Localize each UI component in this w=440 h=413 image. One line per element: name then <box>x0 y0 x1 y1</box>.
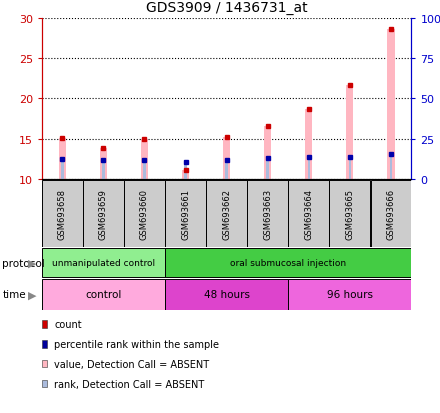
FancyBboxPatch shape <box>42 180 83 247</box>
FancyBboxPatch shape <box>288 180 329 247</box>
Text: GSM693665: GSM693665 <box>345 188 354 239</box>
Text: GSM693660: GSM693660 <box>140 188 149 239</box>
Bar <box>102 160 105 180</box>
Bar <box>264 126 271 180</box>
Text: GSM693666: GSM693666 <box>386 188 396 239</box>
Bar <box>141 140 148 180</box>
FancyBboxPatch shape <box>165 249 411 278</box>
Text: GSM693662: GSM693662 <box>222 188 231 239</box>
Text: 48 hours: 48 hours <box>204 290 249 300</box>
Bar <box>143 160 146 180</box>
Bar <box>387 30 395 180</box>
Bar <box>223 138 230 180</box>
Text: ▶: ▶ <box>28 258 37 268</box>
Text: rank, Detection Call = ABSENT: rank, Detection Call = ABSENT <box>54 379 204 389</box>
FancyBboxPatch shape <box>247 180 288 247</box>
Text: GSM693659: GSM693659 <box>99 188 108 239</box>
FancyBboxPatch shape <box>124 180 165 247</box>
Bar <box>184 163 187 180</box>
Text: control: control <box>85 290 121 300</box>
Bar <box>346 85 353 180</box>
Text: GSM693661: GSM693661 <box>181 188 190 239</box>
Text: GSM693658: GSM693658 <box>58 188 67 239</box>
Text: percentile rank within the sample: percentile rank within the sample <box>54 339 219 349</box>
Text: ▶: ▶ <box>28 290 37 299</box>
Text: protocol: protocol <box>2 258 45 268</box>
FancyBboxPatch shape <box>330 180 370 247</box>
FancyBboxPatch shape <box>165 280 288 310</box>
Text: 96 hours: 96 hours <box>327 290 373 300</box>
FancyBboxPatch shape <box>42 249 165 278</box>
Text: unmanipulated control: unmanipulated control <box>52 259 155 268</box>
Bar <box>61 160 63 180</box>
Text: value, Detection Call = ABSENT: value, Detection Call = ABSENT <box>54 359 209 369</box>
Bar <box>100 149 107 180</box>
FancyBboxPatch shape <box>288 280 411 310</box>
FancyBboxPatch shape <box>370 180 411 247</box>
Text: GSM693664: GSM693664 <box>304 188 313 239</box>
FancyBboxPatch shape <box>165 180 206 247</box>
Bar <box>182 171 189 180</box>
Bar <box>308 158 310 180</box>
Text: oral submucosal injection: oral submucosal injection <box>230 259 346 268</box>
Bar <box>59 139 66 180</box>
Bar <box>267 159 269 180</box>
Bar <box>305 109 312 180</box>
Bar <box>225 160 228 180</box>
FancyBboxPatch shape <box>83 180 124 247</box>
Bar <box>390 154 392 180</box>
Title: GDS3909 / 1436731_at: GDS3909 / 1436731_at <box>146 1 308 15</box>
Text: count: count <box>54 319 82 329</box>
Bar <box>348 157 351 180</box>
FancyBboxPatch shape <box>206 180 247 247</box>
Text: time: time <box>2 290 26 299</box>
Text: GSM693663: GSM693663 <box>263 188 272 239</box>
FancyBboxPatch shape <box>42 280 165 310</box>
